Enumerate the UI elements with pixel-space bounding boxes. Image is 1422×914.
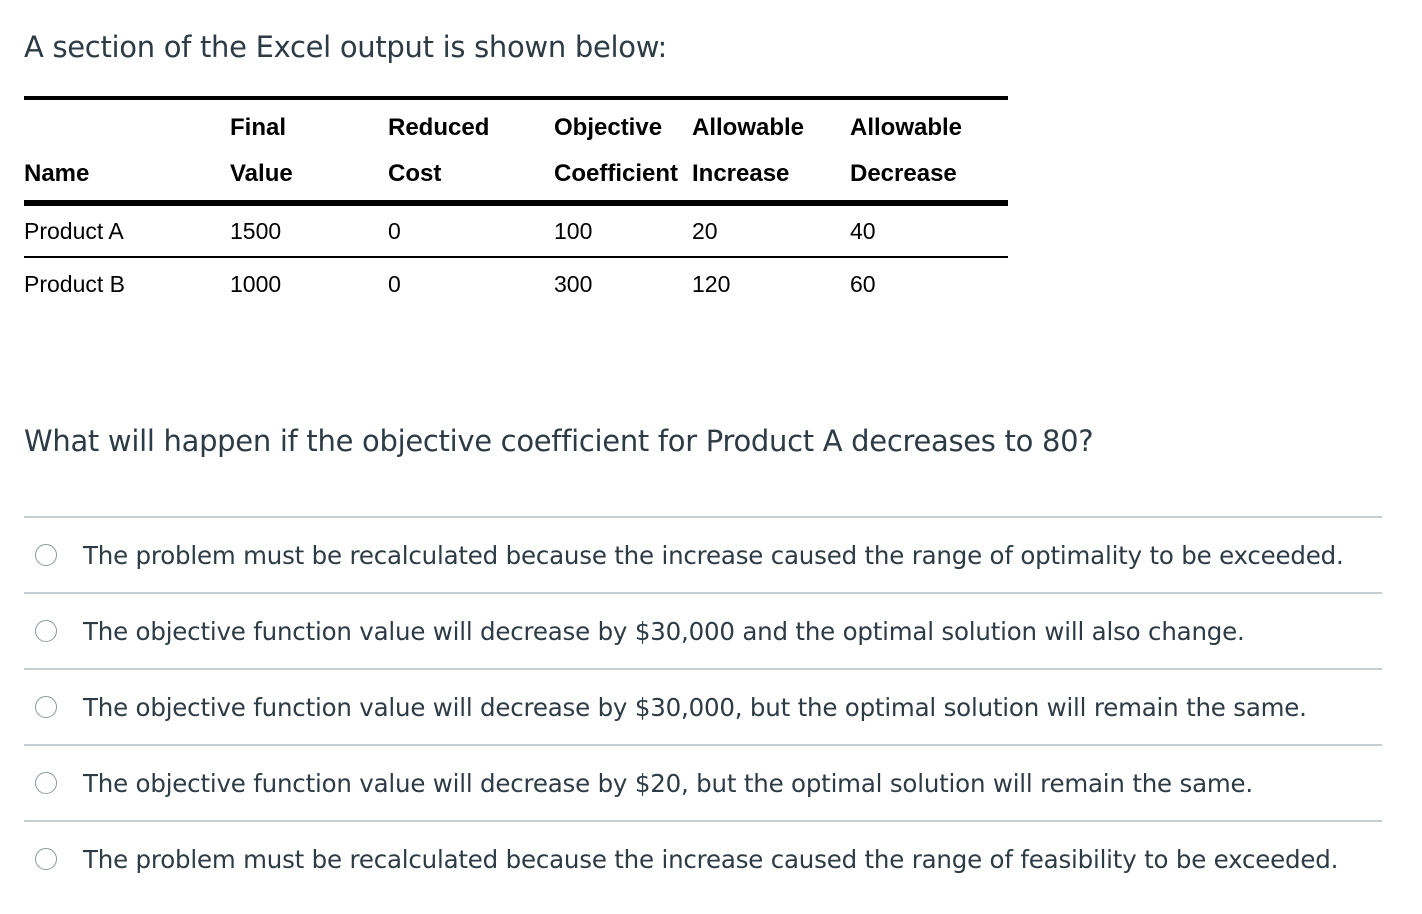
table-cell: 100 [554, 203, 692, 258]
table-cell: 120 [692, 270, 731, 297]
question-text: What will happen if the objective coeffi… [24, 424, 1094, 458]
table-cell: 40 [850, 203, 1008, 258]
header-final-value-line2: Value [230, 158, 388, 206]
answer-label[interactable]: The problem must be recalculated because… [83, 844, 1339, 874]
table-cell: 0 [388, 203, 554, 258]
table-header-row-top: Final Reduced Objective Allowable Allowa… [24, 96, 1008, 158]
radio-button-icon[interactable] [35, 848, 57, 870]
answer-label[interactable]: The problem must be recalculated because… [83, 540, 1344, 570]
header-allowable-decrease-line1: Allowable [850, 96, 1008, 158]
table-cell: 60 [850, 270, 876, 297]
sensitivity-table-wrapper: Final Reduced Objective Allowable Allowa… [24, 96, 1008, 310]
table-row: Product A 1500 0 100 20 40 [24, 203, 1008, 258]
header-final-value-line1: Final [230, 96, 388, 158]
radio-button-icon[interactable] [35, 620, 57, 642]
answer-label[interactable]: The objective function value will decrea… [83, 768, 1254, 798]
answer-option-2[interactable]: The objective function value will decrea… [24, 592, 1382, 668]
header-objective-coefficient-line2: Coefficient [554, 158, 692, 206]
header-objective-coefficient-line1: Objective [554, 96, 692, 158]
radio-button-icon[interactable] [35, 544, 57, 566]
table-row: Product B 1000 0 300 120 60 [24, 257, 1008, 310]
header-allowable-increase-line2: Increase [692, 158, 850, 206]
header-reduced-cost-line1: Reduced [388, 96, 554, 158]
radio-button-icon[interactable] [35, 696, 57, 718]
header-name-line1 [24, 96, 230, 158]
answer-option-3[interactable]: The objective function value will decrea… [24, 668, 1382, 744]
table-header-row-bottom: Name Value Cost Coefficient Increase Dec… [24, 158, 1008, 206]
answer-label[interactable]: The objective function value will decrea… [83, 616, 1245, 646]
answer-list: The problem must be recalculated because… [24, 516, 1382, 896]
table-cell: 0 [388, 270, 401, 297]
table-cell: 1500 [230, 203, 388, 258]
header-allowable-decrease-line2: Decrease [850, 158, 1008, 206]
header-name-line2: Name [24, 158, 230, 206]
table-cell: 300 [554, 270, 593, 297]
radio-button-icon[interactable] [35, 772, 57, 794]
table-cell: Product A [24, 203, 230, 258]
answer-option-5[interactable]: The problem must be recalculated because… [24, 820, 1382, 896]
table-cell: 1000 [230, 270, 282, 297]
answer-label[interactable]: The objective function value will decrea… [83, 692, 1307, 722]
sensitivity-table: Final Reduced Objective Allowable Allowa… [24, 96, 1008, 310]
table-cell: Product B [24, 270, 125, 297]
answer-option-4[interactable]: The objective function value will decrea… [24, 744, 1382, 820]
header-allowable-increase-line1: Allowable [692, 96, 850, 158]
answer-option-1[interactable]: The problem must be recalculated because… [24, 516, 1382, 592]
table-cell: 20 [692, 203, 850, 258]
intro-text: A section of the Excel output is shown b… [24, 30, 667, 64]
header-reduced-cost-line2: Cost [388, 158, 554, 206]
